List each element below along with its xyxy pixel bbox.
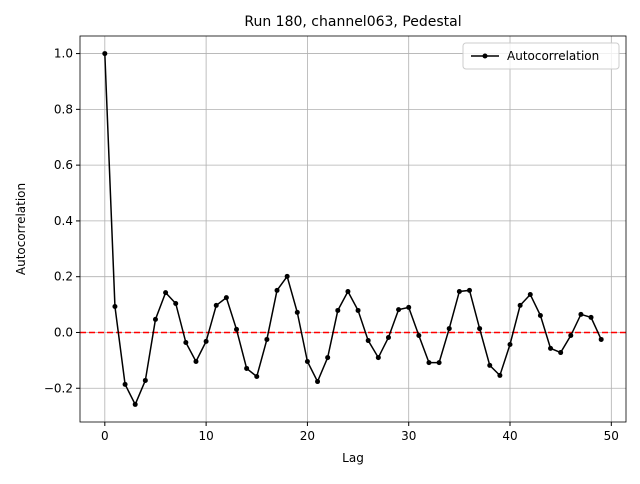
y-tick-label: 0.4: [54, 214, 73, 228]
line: [104, 53, 602, 407]
point: [588, 314, 594, 320]
axes-frame: [79, 35, 627, 423]
point: [132, 401, 138, 407]
point: [517, 302, 523, 308]
point: [527, 292, 533, 298]
point: [548, 345, 554, 351]
point: [507, 341, 513, 347]
point: [396, 307, 402, 313]
point: [385, 334, 391, 340]
y-tick-label: 0.8: [54, 102, 73, 116]
point: [426, 360, 432, 366]
point: [487, 362, 493, 368]
point: [163, 290, 169, 296]
point: [173, 300, 179, 306]
point: [335, 307, 341, 313]
y-tick-label: 0.2: [54, 270, 73, 284]
x-axis-label: Lag: [342, 451, 364, 465]
point: [578, 311, 584, 317]
point: [466, 287, 472, 293]
point: [315, 379, 321, 385]
point: [122, 381, 128, 387]
y-axis-label: Autocorrelation: [14, 183, 28, 275]
point: [477, 326, 483, 332]
point: [365, 338, 371, 344]
y-tick-label: 0.6: [54, 158, 73, 172]
x-tick-label: 20: [300, 429, 315, 443]
point: [406, 304, 412, 310]
point: [416, 333, 422, 339]
x-tick-label: 30: [401, 429, 416, 443]
point: [234, 326, 240, 332]
legend-box: [462, 42, 620, 70]
point: [102, 51, 108, 57]
point: [203, 338, 209, 344]
x-tick-label: 40: [502, 429, 517, 443]
point: [193, 358, 199, 364]
point: [152, 316, 158, 322]
point: [142, 377, 148, 383]
point: [304, 358, 310, 364]
chart-title: Run 180, channel063, Pedestal: [244, 14, 461, 30]
x-tick-label: 10: [198, 429, 213, 443]
y-tick-label: 1.0: [54, 47, 73, 61]
point: [436, 360, 442, 366]
y-tick-label: 0.0: [54, 325, 73, 339]
point: [558, 350, 564, 356]
point: [213, 302, 219, 308]
legend-marker: [482, 53, 488, 59]
point: [568, 333, 574, 339]
point: [254, 374, 260, 380]
point: [345, 288, 351, 294]
point: [223, 295, 229, 301]
x-tick-label: 50: [604, 429, 619, 443]
point: [112, 304, 118, 310]
point: [446, 326, 452, 332]
point: [497, 372, 503, 378]
point: [355, 307, 361, 313]
point: [456, 288, 462, 294]
point: [375, 355, 381, 361]
y-tick-label: −0.2: [44, 381, 73, 395]
point: [598, 336, 604, 342]
point: [294, 309, 300, 315]
point: [183, 340, 189, 346]
x-tick-label: 0: [101, 429, 109, 443]
point: [537, 312, 543, 318]
legend-label: Autocorrelation: [507, 49, 599, 63]
point: [244, 365, 250, 371]
point: [274, 287, 280, 293]
point: [325, 355, 331, 361]
point: [284, 273, 290, 279]
point: [264, 336, 270, 342]
